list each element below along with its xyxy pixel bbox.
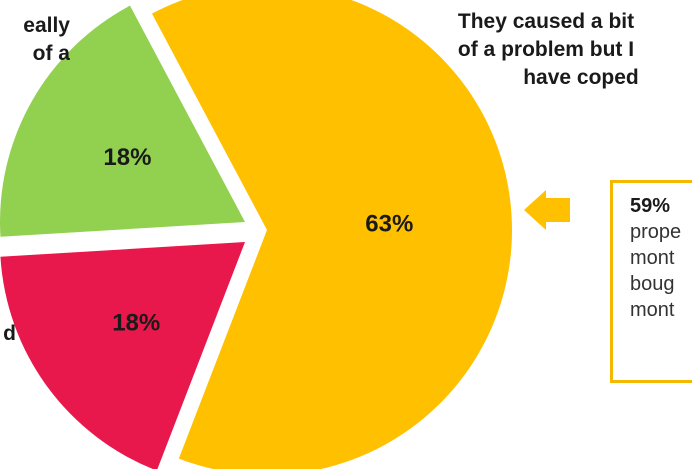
callout-line: mont [630, 247, 675, 269]
callout-line: boug [630, 273, 675, 295]
category-label-line: They caused a bit [457, 10, 635, 33]
category-label-orange: They caused a bit of a problem but I hav… [400, 8, 692, 92]
category-label-line: of a problem but I [457, 38, 635, 61]
callout-line: mont [630, 299, 675, 321]
pie-slice-green [0, 5, 245, 237]
pie-label-green: 18% [103, 144, 151, 171]
pie-label-red: 18% [112, 310, 160, 337]
category-label-red: d [0, 320, 16, 348]
category-label-green: eally of a [0, 12, 70, 68]
category-label-line: d [3, 322, 16, 345]
pie-label-orange: 63% [365, 211, 413, 238]
callout-box: 59% prope mont boug mont [610, 180, 692, 383]
category-label-line: have coped [523, 66, 639, 89]
category-label-line: of a [32, 42, 70, 65]
callout-line: prope [630, 221, 682, 243]
pie-slice-orange [151, 0, 512, 469]
callout-line: 59% [630, 195, 671, 217]
category-label-line: eally [23, 14, 70, 37]
pie-slice-red [0, 242, 245, 469]
callout-arrow [524, 190, 570, 230]
